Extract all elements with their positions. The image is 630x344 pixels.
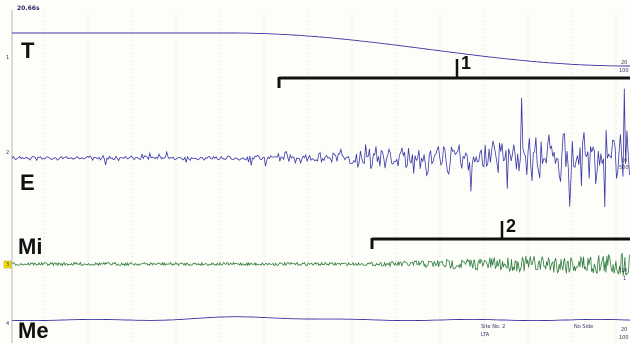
active-channel-marker[interactable] (3, 260, 12, 269)
trace-e (11, 88, 630, 208)
side-label: No Side (574, 324, 594, 330)
trace-mi (11, 252, 630, 276)
scale-me-bottom: 100 (619, 335, 629, 341)
channel-label-t: T (21, 38, 35, 63)
channel-index-3: 3 (6, 262, 10, 268)
channel-index-2: 2 (6, 150, 10, 156)
marker-label-1: 1 (461, 53, 472, 73)
marker-label-2: 2 (506, 216, 517, 236)
channel-label-me: Me (18, 318, 49, 343)
scale-me-top: 20 (621, 327, 628, 333)
scale-t-top: 20 (621, 60, 628, 66)
scale-t-bottom: 100 (619, 68, 629, 74)
bracket-1 (277, 59, 630, 88)
timestamp: 20.66s (17, 5, 40, 12)
scale-e-top: 10 (621, 158, 628, 164)
bracket-2 (370, 221, 630, 249)
scale-mi-top: 10 (621, 268, 628, 274)
channel-label-e: E (20, 170, 35, 195)
channel-label-mi: Mi (18, 234, 43, 259)
time-grid (43, 12, 617, 343)
trace-me (11, 316, 630, 322)
channel-index-4: 4 (6, 321, 10, 327)
site-label: Site No. 2 (481, 324, 506, 330)
scale-mi-bottom: 1 (623, 276, 627, 282)
site-sub-label: LTA (481, 332, 490, 338)
trace-t (12, 32, 630, 67)
scale-e-bottom: 500 (619, 165, 629, 171)
channel-index-1: 1 (6, 55, 10, 61)
